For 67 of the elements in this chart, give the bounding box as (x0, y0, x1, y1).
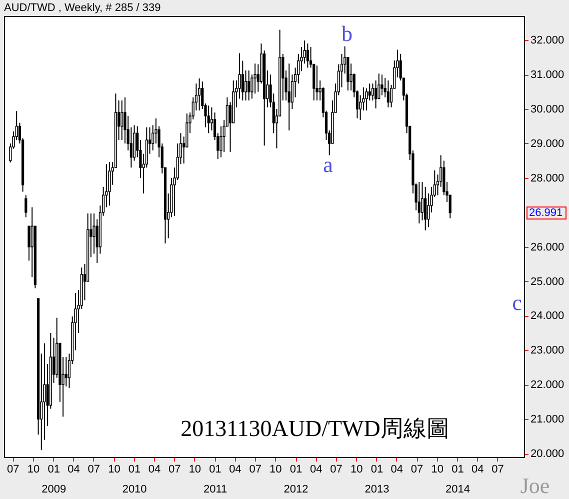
candlestick (248, 70, 250, 101)
candlestick (418, 182, 420, 224)
x-tick-label: 01 2009 (42, 464, 66, 496)
candlestick (368, 83, 371, 101)
x-tick-label: 10 (188, 464, 202, 476)
y-tick-label: 21.000 (530, 414, 564, 426)
annotation: c (512, 290, 522, 315)
x-tick-label: 10 (27, 464, 40, 476)
y-tick-label: 22.000 (530, 379, 564, 392)
text: 26.991 (529, 207, 563, 219)
x-tick-label: 04 (148, 464, 161, 476)
x-tick-label: 07 (410, 464, 424, 476)
x-tick-label: 01 2012 (284, 464, 308, 496)
candlestick (365, 88, 368, 111)
x-tick-label: 07 (7, 464, 20, 476)
candlestick (24, 194, 28, 218)
candlestick (386, 80, 390, 108)
candlestick (207, 105, 210, 134)
y-tick-label: 29.000 (530, 138, 564, 150)
x-tick-label: 01 2010 (122, 464, 147, 496)
candlestick (374, 80, 378, 109)
x-tick-label: 07 (249, 464, 262, 476)
candlestick (380, 74, 384, 96)
x-tick-label: 01 2011 (203, 464, 228, 496)
x-tick-label: 10 (431, 464, 444, 476)
annotation: b (342, 21, 352, 46)
candlestick (28, 226, 30, 262)
x-tick-label: 04 (471, 464, 484, 476)
y-tick-label: 32.000 (530, 34, 564, 47)
x-tick-label: 07 (330, 464, 342, 476)
x-tick-label: 04 (310, 464, 322, 476)
x-tick-label: 01 2013 (364, 464, 390, 496)
candlestick (198, 78, 201, 111)
candlestick (371, 83, 374, 101)
text: Joe (520, 473, 550, 498)
candlestick (306, 43, 309, 68)
chart-title: AUD/TWD , Weekly, # 285 / 339 (4, 2, 161, 14)
y-tick-label: 31.000 (530, 69, 564, 82)
candlestick (244, 70, 248, 101)
candlestick (316, 65, 318, 101)
candlestick (108, 162, 111, 206)
candlestick (120, 100, 124, 141)
x-tick-label: 10 (350, 464, 363, 476)
y-tick-label: 28.000 (530, 172, 564, 184)
y-tick-label: 20.000 (530, 448, 564, 460)
x-tick-label: 01 2014 (445, 464, 470, 496)
y-tick-label: 26.000 (530, 241, 564, 254)
annotation: a (323, 152, 334, 177)
x-tick-label: 10 (108, 464, 120, 476)
candlestick (420, 182, 424, 221)
x-tick-label: 07 (88, 464, 100, 476)
candlestick (92, 212, 96, 254)
x-tick-label: 04 (390, 464, 404, 476)
x-tick-label: 10 (270, 464, 282, 476)
candlestick (288, 63, 290, 131)
x-tick-label: 07 (168, 464, 181, 476)
x-tick-label: 07 (492, 464, 504, 476)
candlestick (254, 63, 256, 94)
y-tick-label: 30.000 (530, 104, 564, 116)
annotation: 20131130AUD/TWD周線圖 (180, 416, 450, 441)
y-tick-label: 25.000 (530, 276, 564, 288)
y-tick-label: 23.000 (530, 344, 564, 357)
candlestick (64, 356, 68, 387)
candlestick (424, 186, 427, 231)
x-tick-label: 04 (229, 464, 242, 476)
y-tick-label: 24.000 (530, 310, 564, 322)
x-tick-label: 04 (68, 464, 80, 476)
